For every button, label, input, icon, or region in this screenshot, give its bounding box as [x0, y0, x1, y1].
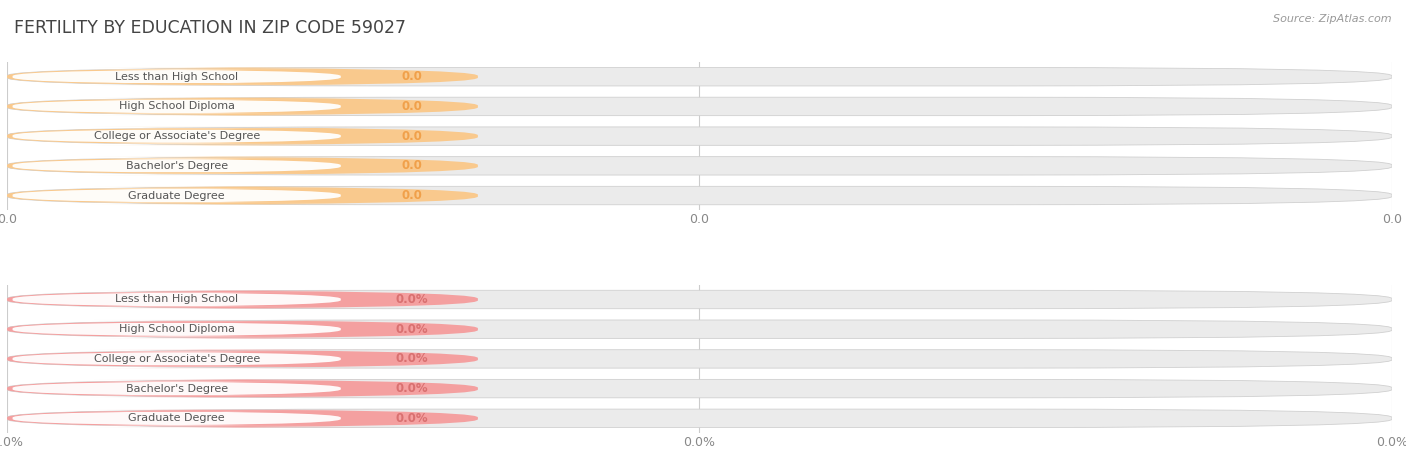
Text: 0.0%: 0.0%	[396, 323, 429, 336]
Text: Bachelor's Degree: Bachelor's Degree	[125, 384, 228, 394]
Text: College or Associate's Degree: College or Associate's Degree	[94, 354, 260, 364]
FancyBboxPatch shape	[7, 186, 478, 205]
FancyBboxPatch shape	[7, 409, 1392, 427]
Text: Source: ZipAtlas.com: Source: ZipAtlas.com	[1274, 14, 1392, 24]
FancyBboxPatch shape	[7, 290, 478, 309]
Text: 0.0%: 0.0%	[396, 412, 429, 425]
Text: 0.0: 0.0	[402, 70, 423, 83]
FancyBboxPatch shape	[7, 68, 1392, 86]
FancyBboxPatch shape	[13, 159, 340, 173]
Text: 0.0: 0.0	[402, 100, 423, 113]
FancyBboxPatch shape	[13, 129, 340, 143]
Text: 0.0%: 0.0%	[396, 293, 429, 306]
FancyBboxPatch shape	[7, 127, 1392, 145]
Text: 0.0: 0.0	[402, 159, 423, 172]
Text: Graduate Degree: Graduate Degree	[128, 190, 225, 200]
FancyBboxPatch shape	[13, 322, 340, 337]
Text: Less than High School: Less than High School	[115, 72, 238, 82]
FancyBboxPatch shape	[7, 379, 1392, 398]
FancyBboxPatch shape	[13, 352, 340, 366]
FancyBboxPatch shape	[13, 381, 340, 396]
FancyBboxPatch shape	[13, 411, 340, 426]
FancyBboxPatch shape	[13, 292, 340, 307]
FancyBboxPatch shape	[13, 69, 340, 84]
Text: High School Diploma: High School Diploma	[118, 324, 235, 334]
Text: College or Associate's Degree: College or Associate's Degree	[94, 131, 260, 141]
Text: FERTILITY BY EDUCATION IN ZIP CODE 59027: FERTILITY BY EDUCATION IN ZIP CODE 59027	[14, 19, 406, 37]
FancyBboxPatch shape	[7, 379, 478, 398]
FancyBboxPatch shape	[7, 290, 1392, 309]
FancyBboxPatch shape	[7, 68, 478, 86]
FancyBboxPatch shape	[7, 320, 478, 338]
FancyBboxPatch shape	[13, 99, 340, 114]
Text: 0.0%: 0.0%	[396, 382, 429, 395]
Text: Graduate Degree: Graduate Degree	[128, 413, 225, 423]
FancyBboxPatch shape	[7, 320, 1392, 338]
FancyBboxPatch shape	[7, 409, 478, 427]
FancyBboxPatch shape	[7, 350, 478, 368]
FancyBboxPatch shape	[7, 186, 1392, 205]
Text: Less than High School: Less than High School	[115, 295, 238, 305]
FancyBboxPatch shape	[7, 157, 1392, 175]
FancyBboxPatch shape	[7, 97, 478, 116]
Text: 0.0: 0.0	[402, 189, 423, 202]
Text: Bachelor's Degree: Bachelor's Degree	[125, 161, 228, 171]
FancyBboxPatch shape	[7, 350, 1392, 368]
Text: 0.0%: 0.0%	[396, 352, 429, 366]
FancyBboxPatch shape	[7, 127, 478, 145]
Text: 0.0: 0.0	[402, 129, 423, 143]
FancyBboxPatch shape	[7, 97, 1392, 116]
FancyBboxPatch shape	[7, 157, 478, 175]
Text: High School Diploma: High School Diploma	[118, 101, 235, 111]
FancyBboxPatch shape	[13, 188, 340, 203]
